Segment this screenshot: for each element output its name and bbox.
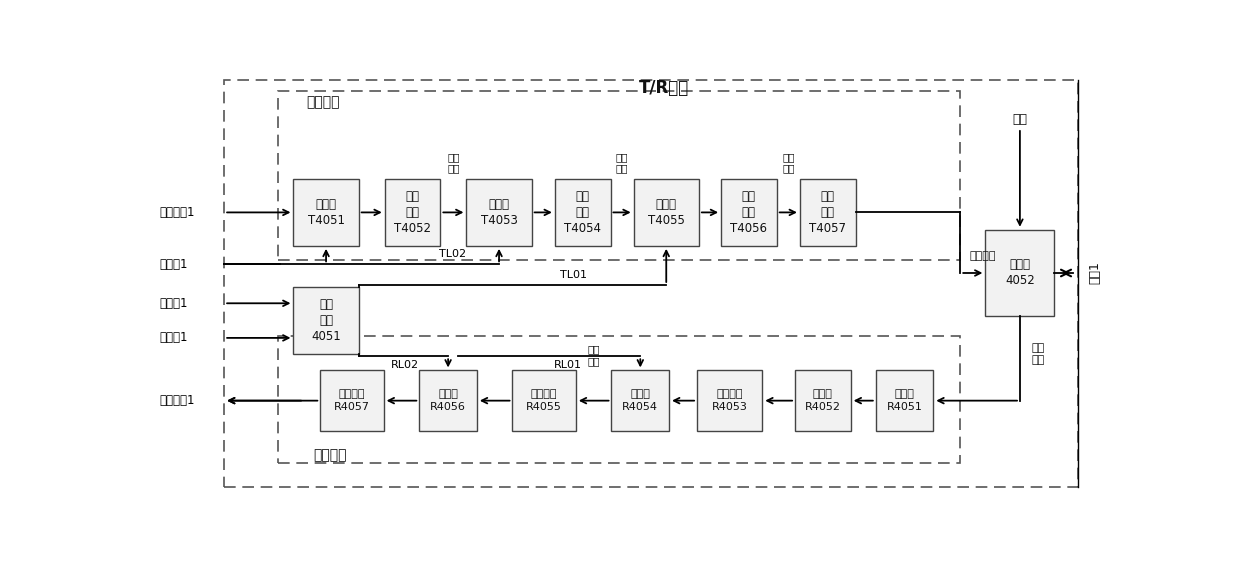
Bar — [986, 230, 1054, 316]
Bar — [419, 370, 477, 431]
Bar — [800, 179, 856, 246]
Text: 接收
一中: 接收 一中 — [588, 345, 600, 366]
Bar — [554, 179, 610, 246]
Bar — [294, 287, 358, 354]
Text: 一本振1: 一本振1 — [160, 332, 188, 345]
Text: 中频回波1: 中频回波1 — [160, 394, 196, 407]
Bar — [466, 179, 532, 246]
Text: 放大
滤波
T4054: 放大 滤波 T4054 — [564, 190, 601, 235]
Text: 天线1: 天线1 — [1089, 261, 1101, 284]
Bar — [720, 179, 776, 246]
Text: 环行器
4052: 环行器 4052 — [1006, 259, 1034, 288]
Text: 一混频
T4055: 一混频 T4055 — [647, 198, 684, 227]
Bar — [611, 370, 670, 431]
Bar — [634, 179, 699, 246]
Bar — [384, 179, 440, 246]
Text: TL01: TL01 — [559, 270, 587, 280]
Text: 发射
二中: 发射 二中 — [448, 152, 460, 174]
Bar — [294, 179, 358, 246]
Text: 二本振1: 二本振1 — [160, 297, 188, 310]
Text: 中频波形1: 中频波形1 — [160, 206, 196, 219]
Text: 功率
放大
T4057: 功率 放大 T4057 — [810, 190, 846, 235]
Text: 放大
滤波
T4056: 放大 滤波 T4056 — [730, 190, 768, 235]
Text: 放大滤波
R4055: 放大滤波 R4055 — [526, 389, 562, 412]
Text: 放大滤波
R4057: 放大滤波 R4057 — [334, 389, 370, 412]
Bar — [875, 370, 934, 431]
Text: 三混频
T4051: 三混频 T4051 — [308, 198, 345, 227]
Text: 发射
一中: 发射 一中 — [616, 152, 629, 174]
Text: 二混频
R4056: 二混频 R4056 — [430, 389, 466, 412]
Bar — [278, 336, 960, 464]
Text: 一混频
R4054: 一混频 R4054 — [622, 389, 658, 412]
Bar — [224, 80, 1078, 487]
Text: 带通滤波
R4053: 带通滤波 R4053 — [712, 389, 748, 412]
Text: 限幅器
R4051: 限幅器 R4051 — [887, 389, 923, 412]
Text: 发射通道: 发射通道 — [306, 95, 340, 109]
Text: 功分
处理
4051: 功分 处理 4051 — [311, 298, 341, 343]
Text: 放大
滤波
T4052: 放大 滤波 T4052 — [394, 190, 432, 235]
Text: 接收通道: 接收通道 — [314, 448, 347, 462]
Text: 发射信号: 发射信号 — [970, 251, 997, 261]
Text: TL02: TL02 — [439, 249, 466, 259]
Text: RL01: RL01 — [554, 360, 583, 370]
Text: 发射
激励: 发射 激励 — [782, 152, 795, 174]
Bar — [795, 370, 851, 431]
Text: T/R通道: T/R通道 — [639, 79, 689, 97]
Text: 低噪放
R4052: 低噪放 R4052 — [805, 389, 841, 412]
Text: 负载: 负载 — [1012, 113, 1028, 126]
Bar — [512, 370, 575, 431]
Text: 二混频
T4053: 二混频 T4053 — [481, 198, 517, 227]
Bar — [278, 91, 960, 260]
Text: 三本振1: 三本振1 — [160, 258, 188, 271]
Bar — [320, 370, 383, 431]
Text: 回波
信号: 回波 信号 — [1032, 343, 1044, 365]
Text: RL02: RL02 — [391, 360, 419, 370]
Bar — [697, 370, 763, 431]
